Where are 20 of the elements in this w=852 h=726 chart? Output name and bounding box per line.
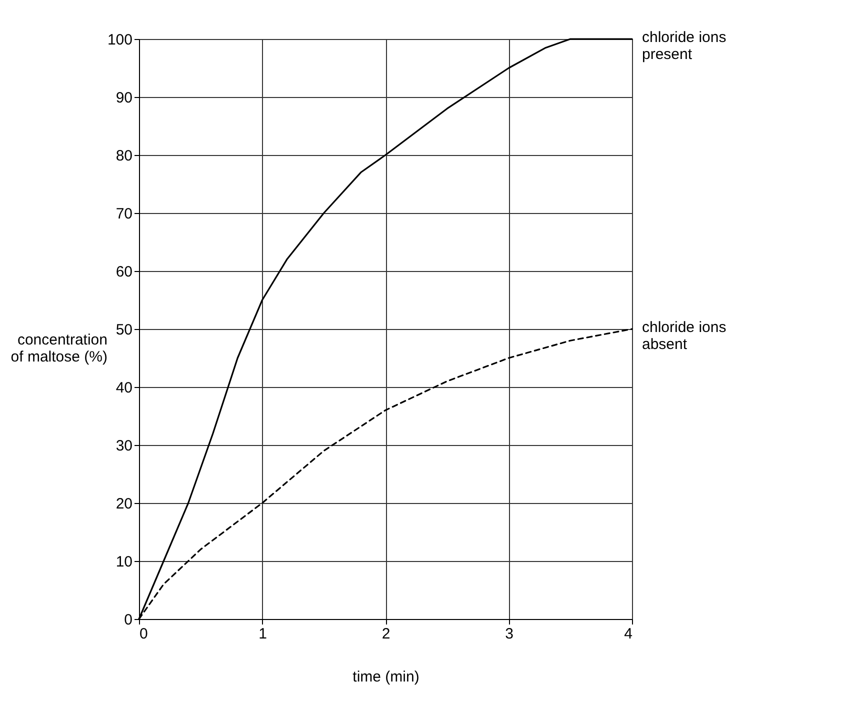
y-tick-label: 100 — [107, 32, 132, 48]
y-tick-label: 70 — [116, 206, 132, 222]
y-axis-title: concentration of maltose (%) — [10, 332, 108, 366]
y-tick-label: 50 — [116, 322, 132, 338]
x-tick-label: 1 — [258, 626, 267, 642]
y-tick-label: 30 — [116, 438, 132, 454]
y-tick-label: 10 — [116, 554, 132, 570]
y-tick-label: 90 — [116, 90, 132, 106]
x-tick-label: 2 — [382, 626, 390, 642]
x-axis-title: time (min) — [352, 668, 420, 686]
y-tick-label: 60 — [116, 264, 132, 280]
x-tick-label: 0 — [140, 626, 148, 642]
y-tick-label: 40 — [116, 380, 132, 396]
y-tick-label: 80 — [116, 148, 132, 164]
series-label: chloride ions present — [642, 29, 726, 63]
x-tick-label: 3 — [505, 626, 514, 642]
y-tick-label: 0 — [124, 612, 132, 628]
y-tick-label: 20 — [116, 496, 132, 512]
series-label: chloride ions absent — [642, 319, 726, 353]
x-tick-label: 4 — [624, 626, 632, 642]
